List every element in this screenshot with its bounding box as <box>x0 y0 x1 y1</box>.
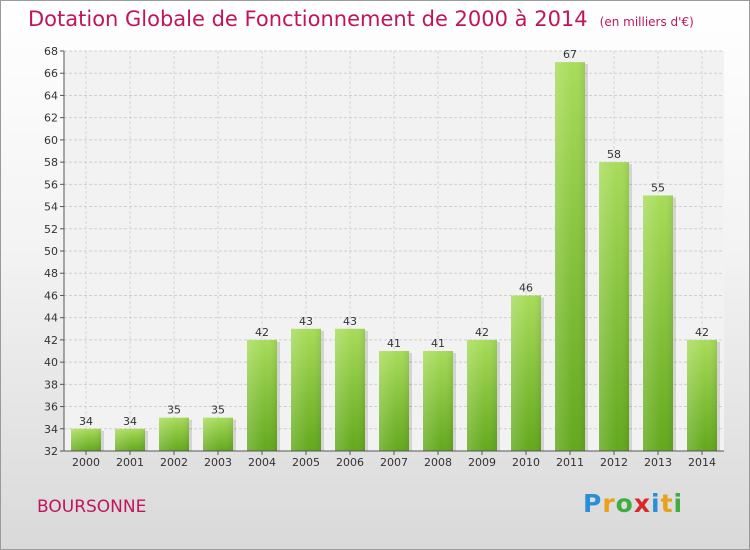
x-tick-label: 2008 <box>424 456 452 469</box>
bar-highlight <box>555 62 585 451</box>
x-tick-label: 2010 <box>512 456 540 469</box>
logo-letter: i <box>673 489 684 518</box>
x-tick-label: 2003 <box>204 456 232 469</box>
bar-highlight <box>71 428 101 451</box>
bar-highlight <box>291 328 321 451</box>
y-tick-label: 32 <box>44 445 58 458</box>
y-tick-label: 42 <box>44 334 58 347</box>
x-tick-label: 2009 <box>468 456 496 469</box>
bar-highlight <box>379 351 409 451</box>
x-tick-label: 2007 <box>380 456 408 469</box>
y-tick-label: 44 <box>44 312 58 325</box>
value-label: 46 <box>519 281 533 294</box>
bar-highlight <box>687 339 717 451</box>
bar-highlight <box>159 417 189 451</box>
y-tick-label: 66 <box>44 67 58 80</box>
bar-highlight <box>423 351 453 451</box>
y-tick-label: 54 <box>44 201 58 214</box>
bar-highlight <box>511 295 541 451</box>
y-tick-label: 38 <box>44 378 58 391</box>
value-label: 55 <box>651 181 665 194</box>
x-tick-label: 2014 <box>688 456 716 469</box>
bar-highlight <box>335 328 365 451</box>
proxiti-logo: Proxiti <box>583 489 683 518</box>
value-label: 41 <box>387 337 401 350</box>
bar-highlight <box>115 428 145 451</box>
y-tick-label: 50 <box>44 245 58 258</box>
x-tick-label: 2004 <box>248 456 276 469</box>
bar-highlight <box>247 339 277 451</box>
y-tick-label: 62 <box>44 112 58 125</box>
value-label: 43 <box>299 315 313 328</box>
value-label: 42 <box>695 326 709 339</box>
y-tick-label: 52 <box>44 223 58 236</box>
value-label: 35 <box>167 404 181 417</box>
x-tick-label: 2006 <box>336 456 364 469</box>
value-label: 43 <box>343 315 357 328</box>
y-tick-label: 60 <box>44 134 58 147</box>
bar-highlight <box>467 339 497 451</box>
x-tick-label: 2001 <box>116 456 144 469</box>
logo-letter: r <box>602 489 616 518</box>
value-label: 42 <box>255 326 269 339</box>
value-label: 34 <box>123 415 137 428</box>
logo-letter: i <box>651 489 661 518</box>
x-tick-label: 2005 <box>292 456 320 469</box>
y-tick-label: 34 <box>44 423 58 436</box>
value-label: 41 <box>431 337 445 350</box>
commune-name: BOURSONNE <box>37 497 147 517</box>
y-tick-label: 40 <box>44 356 58 369</box>
y-tick-label: 36 <box>44 401 58 414</box>
value-label: 58 <box>607 148 621 161</box>
x-tick-label: 2011 <box>556 456 584 469</box>
value-label: 67 <box>563 48 577 61</box>
bar-highlight <box>599 162 629 451</box>
bar-highlight <box>203 417 233 451</box>
y-tick-label: 64 <box>44 89 58 102</box>
bar-highlight <box>643 195 673 451</box>
x-tick-label: 2012 <box>600 456 628 469</box>
y-tick-label: 56 <box>44 178 58 191</box>
chart-unit: (en milliers d'€) <box>599 15 694 29</box>
x-tick-label: 2000 <box>72 456 100 469</box>
chart-title-text: Dotation Globale de Fonctionnement de 20… <box>28 7 588 31</box>
y-tick-label: 58 <box>44 156 58 169</box>
x-tick-label: 2002 <box>160 456 188 469</box>
logo-letter: P <box>583 489 603 518</box>
y-tick-label: 68 <box>44 45 58 58</box>
chart-title: Dotation Globale de Fonctionnement de 20… <box>28 7 694 31</box>
logo-letter: t <box>660 489 674 518</box>
y-tick-label: 48 <box>44 267 58 280</box>
value-label: 34 <box>79 415 93 428</box>
y-tick-label: 46 <box>44 289 58 302</box>
logo-letter: x <box>633 489 651 518</box>
value-label: 35 <box>211 404 225 417</box>
value-label: 42 <box>475 326 489 339</box>
logo-letter: o <box>615 489 634 518</box>
x-tick-label: 2013 <box>644 456 672 469</box>
